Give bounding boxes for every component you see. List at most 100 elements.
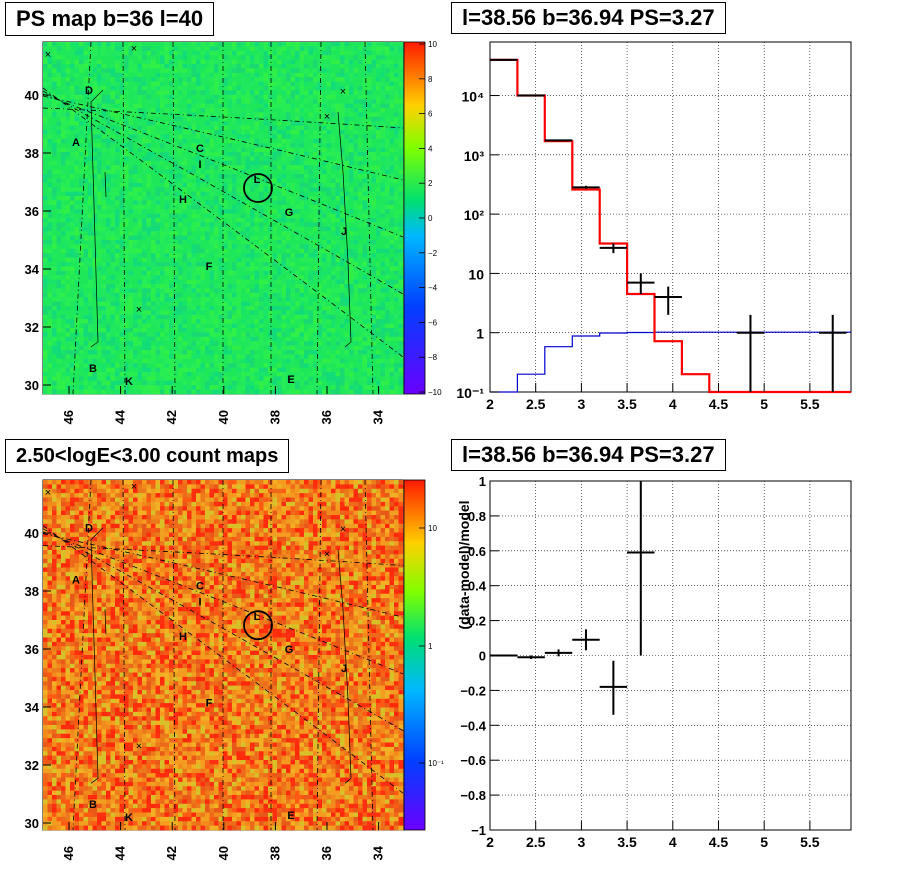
map-pixel <box>232 248 237 254</box>
map-pixel <box>74 284 80 289</box>
map-pixel <box>241 116 246 122</box>
map-pixel <box>83 226 89 232</box>
map-pixel <box>254 90 260 96</box>
map-pixel <box>178 55 183 60</box>
map-pixel <box>74 257 80 263</box>
map-pixel <box>277 288 282 294</box>
map-pixel <box>250 257 255 263</box>
map-pixel <box>155 363 161 368</box>
map-pixel <box>196 306 201 311</box>
map-pixel <box>295 323 300 329</box>
map-pixel <box>214 354 219 360</box>
map-pixel <box>79 367 84 373</box>
map-pixel <box>232 292 237 298</box>
map-pixel <box>151 134 156 140</box>
map-pixel <box>79 354 84 360</box>
map-pixel <box>169 262 174 267</box>
map-pixel <box>277 169 282 175</box>
map-pixel <box>137 297 143 302</box>
map-pixel <box>79 68 84 74</box>
map-pixel <box>182 231 188 236</box>
map-pixel <box>61 64 66 69</box>
map-pixel <box>304 222 309 228</box>
map-pixel <box>295 134 300 140</box>
map-pixel <box>182 99 188 104</box>
map-pixel <box>200 72 206 78</box>
map-pixel <box>146 389 152 395</box>
map-pixel <box>241 174 246 179</box>
map-pixel <box>200 94 206 100</box>
map-pixel <box>164 99 170 104</box>
map-pixel <box>277 178 282 184</box>
map-pixel <box>70 248 75 254</box>
map-pixel <box>173 288 179 294</box>
map-pixel <box>263 270 269 276</box>
map-pixel <box>151 112 156 118</box>
map-pixel <box>322 81 327 87</box>
map-pixel <box>164 90 170 96</box>
map-pixel <box>277 253 282 258</box>
map-pixel <box>236 209 242 214</box>
map-pixel <box>277 165 282 170</box>
map-pixel <box>178 240 183 245</box>
map-pixel <box>83 160 89 166</box>
map-pixel <box>43 292 48 298</box>
map-pixel <box>196 257 201 263</box>
map-pixel <box>164 156 170 162</box>
map-pixel <box>299 248 305 254</box>
map-pixel <box>173 196 179 201</box>
map-pixel <box>218 191 224 197</box>
map-pixel <box>290 363 296 368</box>
map-pixel <box>146 367 152 373</box>
map-pixel <box>218 77 224 82</box>
map-pixel <box>200 279 206 285</box>
map-pixel <box>290 174 296 179</box>
map-pixel <box>205 46 210 52</box>
map-pixel <box>101 178 107 184</box>
map-pixel <box>146 332 152 338</box>
map-pixel <box>110 86 116 91</box>
map-pixel <box>187 42 192 47</box>
map-pixel <box>241 332 246 338</box>
map-pixel <box>97 341 102 346</box>
map-pixel <box>110 389 116 395</box>
map-pixel <box>97 103 102 109</box>
map-pixel <box>97 345 102 351</box>
map-pixel <box>88 138 93 144</box>
map-pixel <box>65 196 71 201</box>
map-pixel <box>142 169 147 175</box>
map-pixel <box>47 59 53 65</box>
map-pixel <box>272 196 278 201</box>
map-pixel <box>101 209 107 214</box>
map-pixel <box>182 94 188 100</box>
map-pixel <box>232 257 237 263</box>
map-pixel <box>106 94 111 100</box>
map-pixel <box>173 235 179 241</box>
map-pixel <box>56 292 62 298</box>
map-pixel <box>164 182 170 188</box>
map-pixel <box>317 354 323 360</box>
map-pixel <box>223 138 228 144</box>
map-pixel <box>227 138 233 144</box>
map-pixel <box>106 90 111 96</box>
map-pixel <box>74 323 80 329</box>
map-pixel <box>200 196 206 201</box>
map-pixel <box>106 350 111 355</box>
map-pixel <box>182 90 188 96</box>
map-pixel <box>61 187 66 192</box>
map-pixel <box>205 50 210 56</box>
map-pixel <box>259 125 264 131</box>
map-pixel <box>178 46 183 52</box>
map-pixel <box>128 147 134 153</box>
map-pixel <box>227 99 233 104</box>
map-pixel <box>317 130 323 135</box>
map-pixel <box>52 103 57 109</box>
map-pixel <box>56 244 62 250</box>
map-pixel <box>133 112 138 118</box>
map-pixel <box>133 160 138 166</box>
map-pixel <box>218 270 224 276</box>
map-pixel <box>52 174 57 179</box>
map-pixel <box>308 288 314 294</box>
map-pixel <box>290 248 296 254</box>
map-pixel <box>200 235 206 241</box>
